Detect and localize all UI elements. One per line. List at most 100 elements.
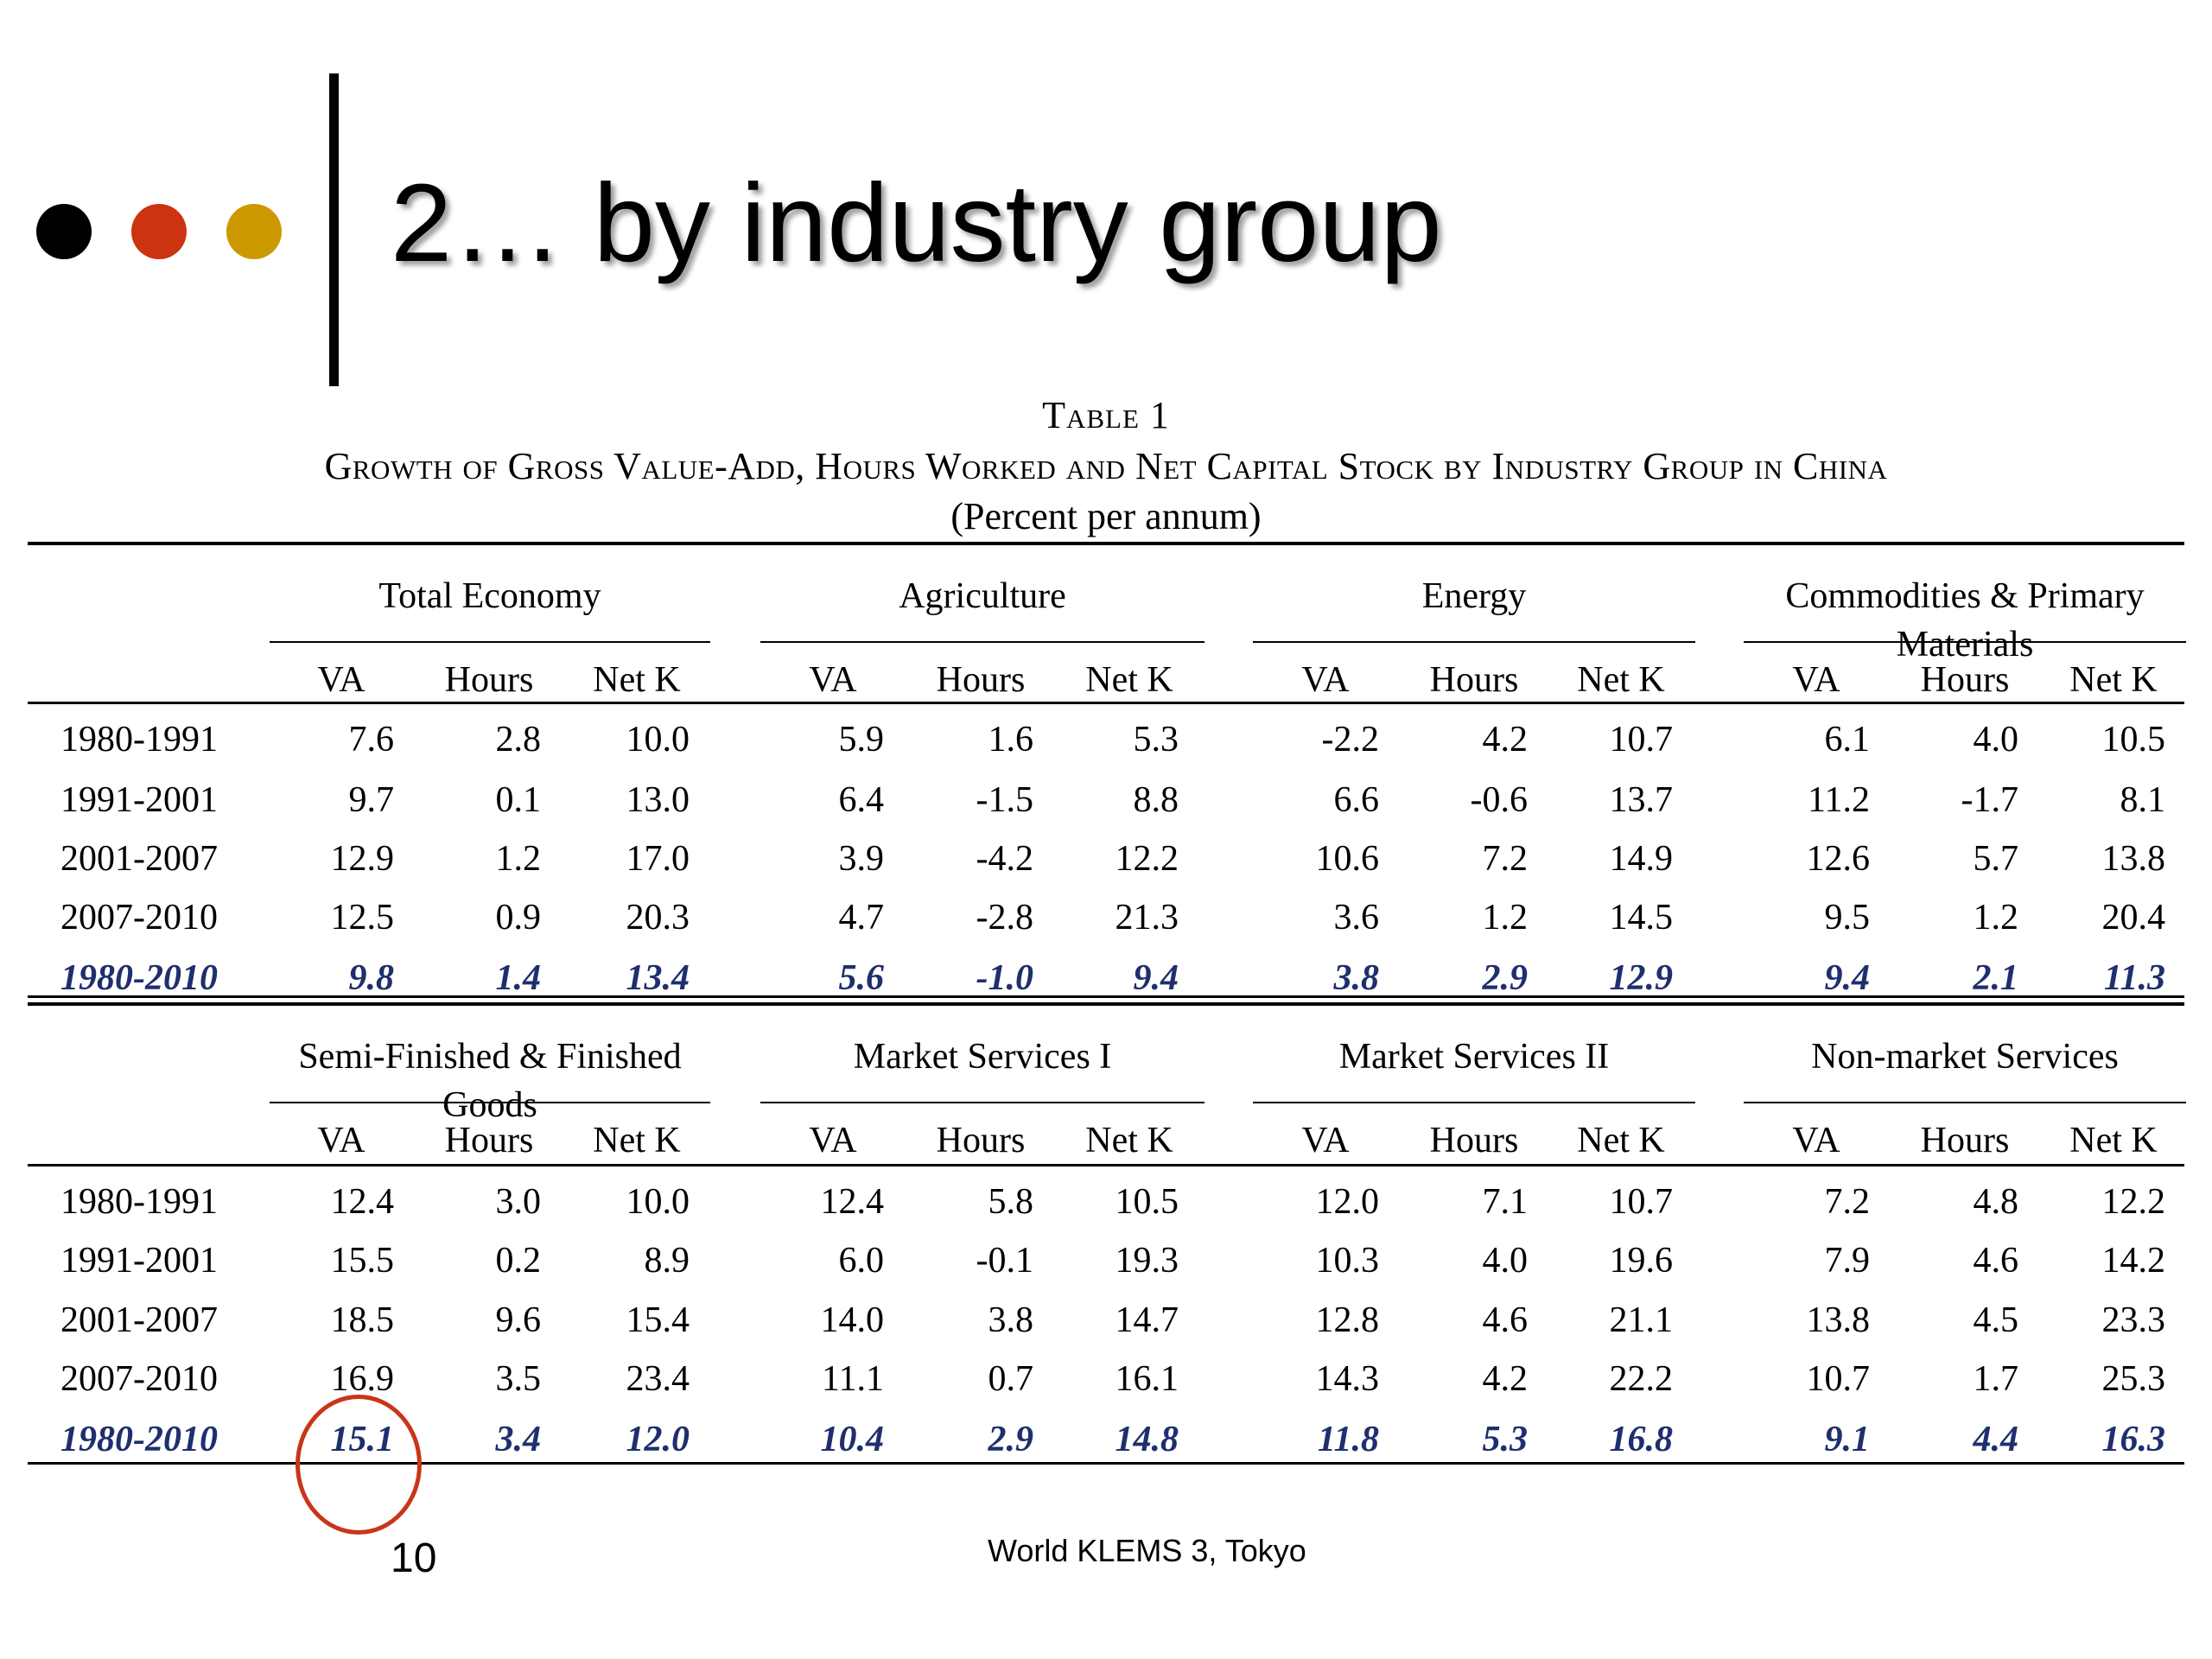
table-cell: -1.0: [976, 958, 1034, 998]
period-label: 2001-2007: [60, 839, 218, 879]
table-cell: 10.0: [626, 1182, 690, 1222]
table-cell: 21.3: [1115, 898, 1179, 938]
table-cell: 4.2: [1482, 720, 1529, 760]
column-header: Net K: [593, 1121, 681, 1160]
column-header: VA: [317, 1121, 365, 1160]
table-cell: 6.1: [1824, 720, 1871, 760]
table-title: Growth of Gross Value-Add, Hours Worked …: [324, 445, 1888, 487]
column-header: VA: [809, 660, 857, 700]
page-number: 10: [391, 1535, 437, 1581]
table-bottom-rule: [28, 1462, 2184, 1465]
gold-bullet-dot: [226, 204, 282, 259]
table-cell: 9.1: [1824, 1420, 1871, 1459]
period-label: 1991-2001: [60, 1241, 218, 1281]
table-cell: 15.5: [330, 1241, 395, 1281]
table-cell: 16.9: [330, 1359, 395, 1399]
table-cell: 9.8: [348, 958, 395, 998]
table-label: Table 1: [1042, 394, 1170, 436]
table-cell: 13.4: [626, 958, 690, 998]
table-cell: 13.7: [1609, 780, 1674, 820]
table-cell: 1.4: [495, 958, 542, 998]
period-label: 1980-1991: [60, 720, 218, 760]
table-cell: 0.2: [495, 1241, 542, 1281]
table-cell: 7.1: [1482, 1182, 1529, 1222]
table-cell: 13.8: [2101, 839, 2166, 879]
table-cell: 3.5: [495, 1359, 542, 1399]
table-cell: 2.8: [495, 720, 542, 760]
group-heading: Commodities & Primary Materials: [1785, 576, 2145, 664]
column-header: Hours: [1920, 660, 2010, 700]
period-label: 1991-2001: [60, 780, 218, 820]
table-cell: 4.6: [1482, 1300, 1529, 1340]
black-bullet-dot: [36, 204, 92, 259]
table-cell: 14.9: [1609, 839, 1674, 879]
table-cell: 2.9: [1482, 958, 1529, 998]
table-cell: 19.3: [1115, 1241, 1179, 1281]
table-cell: 11.1: [822, 1359, 884, 1399]
table-cell: 1.2: [495, 839, 542, 879]
column-header-rule: [28, 702, 2184, 704]
column-header: Hours: [1429, 660, 1519, 700]
table-cell: 1.7: [1973, 1359, 2019, 1399]
table-cell: 10.5: [2101, 720, 2166, 760]
table-cell: 12.0: [626, 1420, 690, 1459]
table-cell: 12.5: [330, 898, 395, 938]
column-header: VA: [1301, 660, 1350, 700]
table-cell: 7.2: [1824, 1182, 1871, 1222]
table-cell: 4.6: [1973, 1241, 2019, 1281]
table-cell: 10.4: [820, 1420, 885, 1459]
table-cell: 9.4: [1133, 958, 1179, 998]
column-header: Net K: [2069, 660, 2158, 700]
table-cell: 12.9: [330, 839, 395, 879]
group-underline: [270, 1102, 710, 1103]
table-cell: 13.8: [1806, 1300, 1871, 1340]
table-cell: 20.3: [626, 898, 690, 938]
table-cell: 10.0: [626, 720, 690, 760]
table-cell: 11.3: [2103, 958, 2165, 998]
column-header: Net K: [1085, 660, 1173, 700]
table-cell: 10.5: [1115, 1182, 1179, 1222]
table-cell: 18.5: [330, 1300, 395, 1340]
table-cell: 6.6: [1333, 780, 1380, 820]
column-header: VA: [809, 1121, 857, 1160]
column-header: Net K: [593, 660, 681, 700]
table-cell: 23.3: [2101, 1300, 2166, 1340]
highlight-circle: [296, 1395, 422, 1535]
table-cell: -1.7: [1961, 780, 2019, 820]
table-cell: -2.8: [976, 898, 1034, 938]
table-cell: 3.9: [838, 839, 885, 879]
table-cell: 12.8: [1315, 1300, 1380, 1340]
table-cell: 5.8: [988, 1182, 1034, 1222]
table-cell: 4.8: [1973, 1182, 2019, 1222]
table-cell: -0.6: [1470, 780, 1529, 820]
table-cell: 2.1: [1973, 958, 2019, 998]
period-label: 2007-2010: [60, 898, 218, 938]
table-cell: 6.4: [838, 780, 885, 820]
table-rule: [28, 995, 2184, 998]
table-cell: 5.6: [838, 958, 885, 998]
group-underline: [760, 1102, 1205, 1103]
column-header: Net K: [2069, 1121, 2158, 1160]
table-cell: 15.4: [626, 1300, 690, 1340]
table-cell: 25.3: [2101, 1359, 2166, 1399]
table-cell: 12.2: [1115, 839, 1179, 879]
table-cell: 9.7: [348, 780, 395, 820]
table-cell: 14.3: [1315, 1359, 1380, 1399]
table-cell: 1.6: [988, 720, 1034, 760]
table-cell: 17.0: [626, 839, 690, 879]
table-cell: 22.2: [1609, 1359, 1674, 1399]
table-cell: 14.8: [1115, 1420, 1179, 1459]
table-unit: (Percent per annum): [950, 495, 1262, 537]
table-cell: 14.5: [1609, 898, 1674, 938]
table-cell: 21.1: [1609, 1300, 1674, 1340]
group-underline: [1253, 641, 1695, 643]
table-cell: 4.7: [838, 898, 885, 938]
table-rule: [28, 1002, 2184, 1006]
table-cell: 14.0: [820, 1300, 885, 1340]
table-cell: 20.4: [2101, 898, 2166, 938]
table-cell: 11.2: [1808, 780, 1870, 820]
table-cell: 16.3: [2101, 1420, 2166, 1459]
table-cell: -4.2: [976, 839, 1034, 879]
group-heading: Total Economy: [378, 576, 601, 616]
table-cell: 14.7: [1115, 1300, 1179, 1340]
